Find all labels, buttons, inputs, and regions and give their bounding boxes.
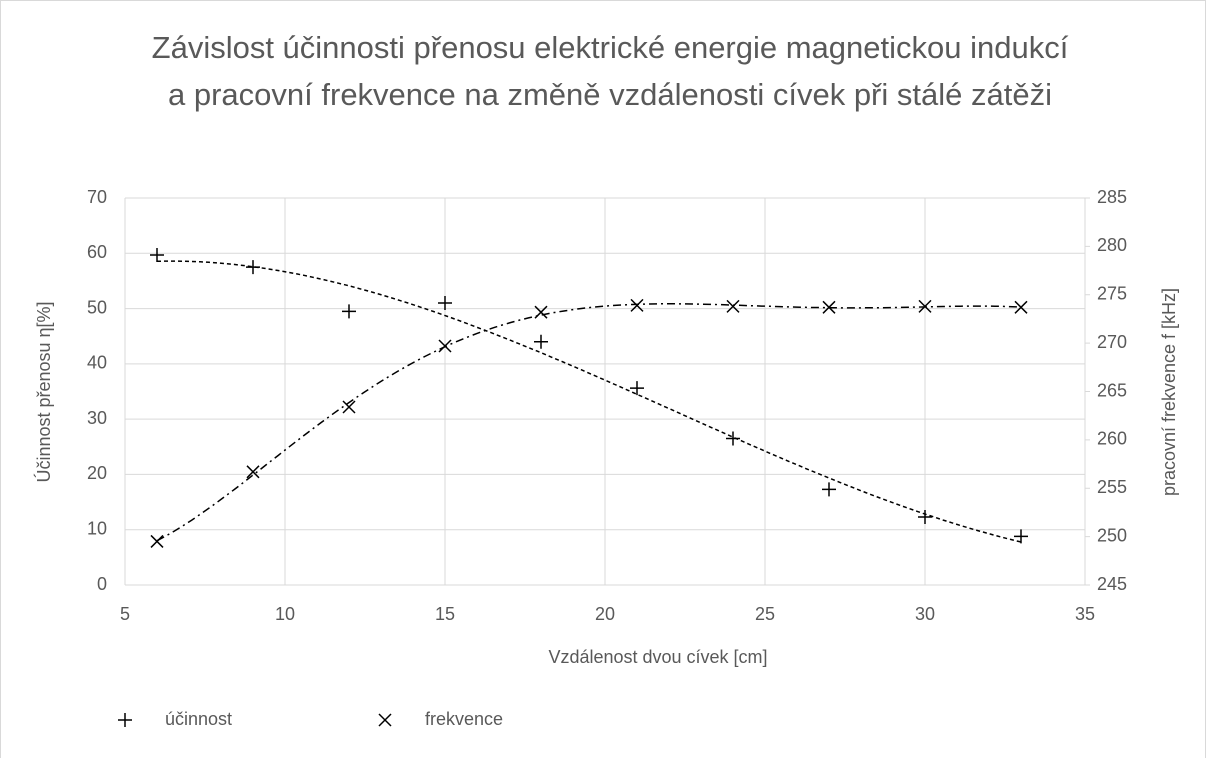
data-point <box>342 400 356 414</box>
y-axis-label: Účinnost přenosu η[%] <box>33 301 54 482</box>
data-point <box>630 381 644 396</box>
data-point <box>378 713 392 727</box>
y-tick-label: 20 <box>87 463 107 483</box>
data-point <box>246 260 260 275</box>
data-point <box>1014 529 1028 544</box>
legend-label: frekvence <box>425 709 503 729</box>
y-tick-label: 40 <box>87 353 107 373</box>
data-point <box>630 298 644 312</box>
data-point <box>150 247 164 262</box>
x-tick-label: 20 <box>595 604 615 624</box>
x-axis-label: Vzdálenost dvou cívek [cm] <box>548 647 767 667</box>
data-point <box>726 299 740 313</box>
data-point <box>918 299 932 313</box>
y-tick-label: 30 <box>87 408 107 428</box>
data-point <box>534 305 548 319</box>
y2-tick-label: 260 <box>1097 429 1127 449</box>
y2-tick-label: 245 <box>1097 574 1127 594</box>
y2-tick-label: 250 <box>1097 525 1127 545</box>
y2-tick-label: 280 <box>1097 235 1127 255</box>
x-tick-label: 30 <box>915 604 935 624</box>
x-tick-label: 35 <box>1075 604 1095 624</box>
data-point <box>1014 300 1028 314</box>
data-point <box>118 713 132 727</box>
x-tick-label: 15 <box>435 604 455 624</box>
y-tick-label: 10 <box>87 518 107 538</box>
y2-tick-label: 270 <box>1097 332 1127 352</box>
data-point <box>438 296 452 311</box>
y-tick-label: 0 <box>97 574 107 594</box>
x-tick-label: 5 <box>120 604 130 624</box>
data-point <box>822 482 836 497</box>
y2-tick-label: 265 <box>1097 380 1127 400</box>
chart-title: Závislost účinnosti přenosu elektrické e… <box>151 30 1069 112</box>
y2-tick-label: 285 <box>1097 187 1127 207</box>
y-tick-label: 50 <box>87 297 107 317</box>
data-point <box>534 334 548 349</box>
data-point <box>918 509 932 524</box>
data-point <box>726 431 740 446</box>
y-tick-label: 60 <box>87 242 107 262</box>
data-point <box>822 300 836 314</box>
trendline <box>156 260 1022 543</box>
data-point <box>150 534 164 548</box>
y-tick-label: 70 <box>87 187 107 207</box>
x-tick-label: 25 <box>755 604 775 624</box>
data-point <box>438 339 452 353</box>
data-point <box>246 465 260 479</box>
data-point <box>342 304 356 319</box>
y2-tick-label: 275 <box>1097 284 1127 304</box>
legend-label: účinnost <box>165 709 232 729</box>
y2-tick-label: 255 <box>1097 477 1127 497</box>
trendline <box>156 303 1022 542</box>
y2-axis-label: pracovní frekvence f [kHz] <box>1159 288 1179 496</box>
x-tick-label: 10 <box>275 604 295 624</box>
